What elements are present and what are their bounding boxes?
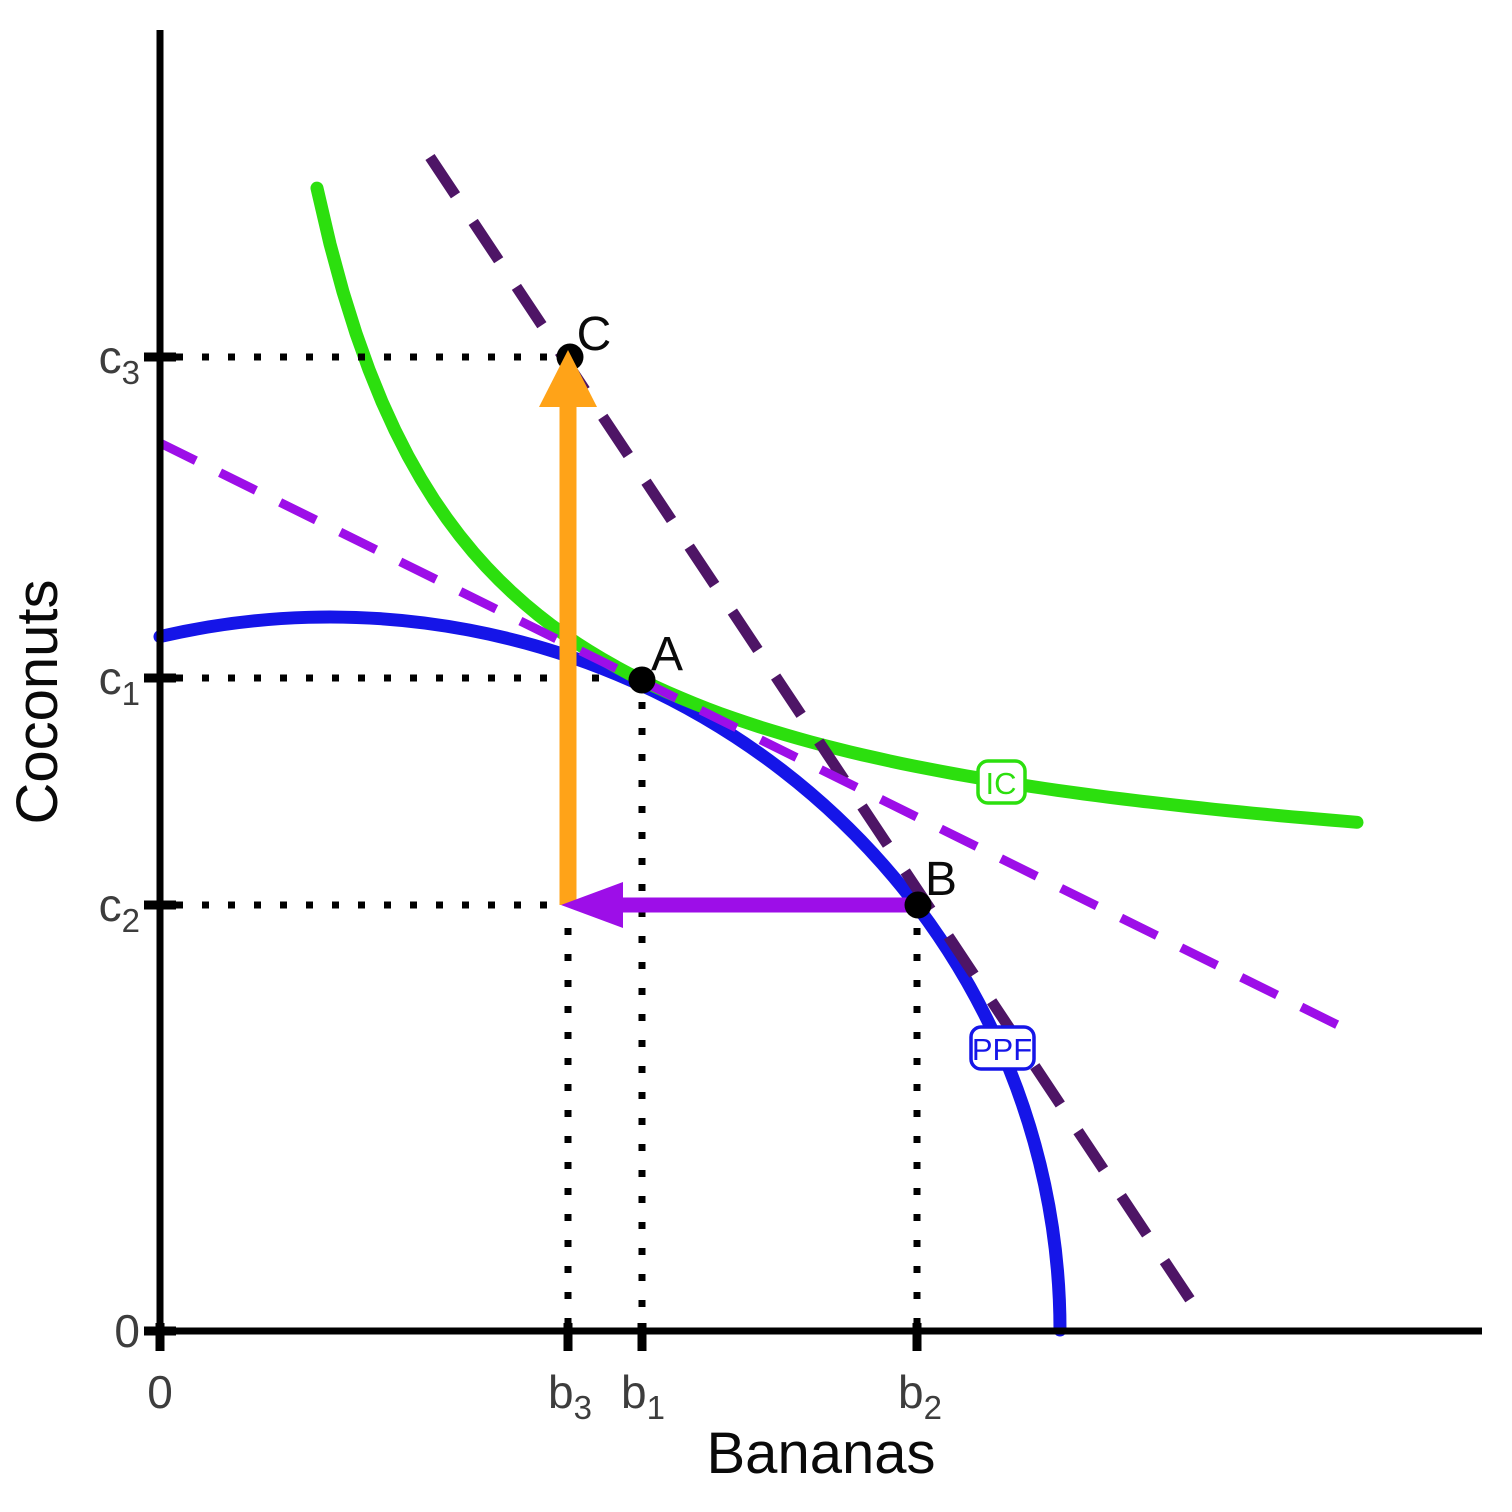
point-a-label: A (651, 628, 683, 681)
y-tick-label-c2: c2 (99, 879, 140, 939)
point-b-label: B (925, 853, 957, 906)
purple-arrow-head (561, 882, 623, 928)
x-axis-title: Bananas (707, 1421, 936, 1486)
y-tick-label-c3: c3 (99, 331, 140, 391)
x-tick-label-b2: b2 (898, 1366, 942, 1426)
steep-dashed-price-line (425, 153, 1202, 1314)
ppf-tag-box (969, 1025, 1036, 1071)
axes (144, 30, 1482, 1351)
point-c-label: C (577, 308, 612, 361)
x-tick-label-zero: 0 (147, 1366, 173, 1418)
y-tick-label-c1: c1 (99, 652, 140, 712)
flat-dashed-price-line (158, 438, 1362, 1041)
x-tick-label-b1: b1 (621, 1366, 665, 1426)
y-tick-label-zero: 0 (114, 1305, 140, 1357)
ic-tag-label: IC (986, 766, 1017, 801)
ppf-curve-tag: PPF (969, 1025, 1036, 1071)
ppf-curve (153, 610, 1067, 1337)
orange-up-arrow (539, 350, 597, 905)
dotted-guide-lines (176, 353, 921, 1324)
ppf-tag-label: PPF (972, 1032, 1032, 1067)
x-tick-label-b3: b3 (548, 1366, 592, 1426)
indifference-curve (310, 181, 1364, 829)
axis-tick-marks (144, 352, 922, 1351)
point-a-dot (628, 666, 656, 694)
orange-arrow-head (539, 350, 597, 407)
ic-curve-tag: IC (976, 759, 1027, 805)
point-b-dot (904, 891, 932, 919)
ic-tag-box (976, 759, 1027, 805)
y-axis-title: Coconuts (5, 579, 70, 824)
purple-left-arrow (561, 882, 918, 928)
